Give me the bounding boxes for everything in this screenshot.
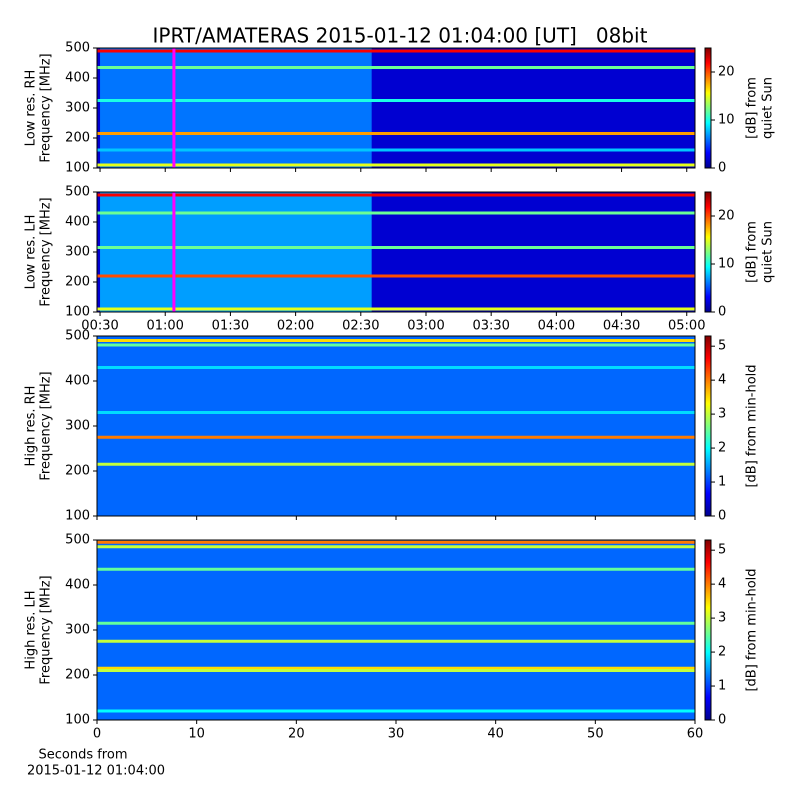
- x-tick-label: 30: [388, 727, 405, 742]
- colorbar-tick-label: 2: [718, 645, 726, 660]
- colorbar-tick-label: 0: [718, 161, 726, 176]
- x-tick-label: 20: [288, 727, 305, 742]
- colorbar-label: quiet Sun: [761, 77, 776, 139]
- colorbar-tick-label: 4: [718, 577, 726, 592]
- y-axis-label: Frequency [MHz]: [39, 53, 54, 162]
- colorbar-tick-label: 0: [718, 509, 726, 524]
- x-tick-label: 40: [487, 727, 504, 742]
- chart-title: IPRT/AMATERAS 2015-01-12 01:04:00 [UT] 0…: [153, 24, 648, 48]
- colorbar: [704, 191, 712, 313]
- y-axis-label: Low res. RH: [24, 70, 39, 147]
- x-axis-label: 2015-01-12 01:04:00: [27, 764, 165, 779]
- x-tick-label: 50: [587, 727, 604, 742]
- y-tick-label: 400: [65, 215, 90, 230]
- colorbar-tick-label: 2: [718, 441, 726, 456]
- x-tick-label: 01:30: [212, 319, 249, 334]
- colorbar-label: [dB] from: [745, 77, 760, 139]
- x-tick-label: 60: [687, 727, 704, 742]
- y-tick-label: 200: [65, 464, 90, 479]
- y-axis-label: Frequency [MHz]: [39, 371, 54, 480]
- colorbar: [704, 47, 712, 169]
- x-tick-label: 02:00: [277, 319, 314, 334]
- colorbar-label: quiet Sun: [761, 221, 776, 283]
- x-tick-label: 00:30: [81, 319, 118, 334]
- y-tick-label: 100: [65, 161, 90, 176]
- y-axis-label: Frequency [MHz]: [39, 197, 54, 306]
- colorbar-tick-label: 10: [718, 257, 735, 272]
- colorbar-tick-label: 20: [718, 209, 735, 224]
- y-axis-label: Low res. LH: [24, 215, 39, 290]
- colorbar-tick-label: 0: [718, 713, 726, 728]
- y-tick-label: 200: [65, 668, 90, 683]
- y-tick-label: 400: [65, 71, 90, 86]
- x-tick-label: 0: [93, 727, 101, 742]
- colorbar: [704, 335, 712, 517]
- colorbar-tick-label: 20: [718, 65, 735, 80]
- colorbar-tick-label: 3: [718, 407, 726, 422]
- x-tick-label: 04:30: [603, 319, 640, 334]
- y-tick-label: 100: [65, 509, 90, 524]
- y-tick-label: 400: [65, 578, 90, 593]
- heatmap-background: [97, 336, 695, 516]
- y-tick-label: 100: [65, 305, 90, 320]
- x-tick-label: 05:00: [668, 319, 705, 334]
- y-tick-label: 500: [65, 533, 90, 548]
- colorbar-label: [dB] from: [745, 221, 760, 283]
- y-tick-label: 100: [65, 713, 90, 728]
- y-tick-label: 300: [65, 419, 90, 434]
- colorbar-tick-label: 1: [718, 475, 726, 490]
- active-region: [100, 192, 372, 312]
- y-tick-label: 400: [65, 374, 90, 389]
- colorbar-tick-label: 3: [718, 611, 726, 626]
- colorbar-tick-label: 10: [718, 113, 735, 128]
- colorbar-tick-label: 0: [718, 305, 726, 320]
- x-tick-label: 02:30: [342, 319, 379, 334]
- x-tick-label: 10: [188, 727, 205, 742]
- x-tick-label: 01:00: [146, 319, 183, 334]
- heatmap-background: [97, 540, 695, 720]
- y-tick-label: 300: [65, 623, 90, 638]
- y-tick-label: 500: [65, 185, 90, 200]
- x-tick-label: 03:00: [407, 319, 444, 334]
- y-tick-label: 300: [65, 245, 90, 260]
- colorbar: [704, 539, 712, 721]
- colorbar-label: [dB] from min-hold: [745, 364, 760, 487]
- colorbar-label: [dB] from min-hold: [745, 568, 760, 691]
- y-axis-label: High res. LH: [24, 590, 39, 669]
- colorbar-tick-label: 5: [718, 543, 726, 558]
- y-axis-label: Frequency [MHz]: [39, 575, 54, 684]
- y-axis-label: High res. RH: [24, 386, 39, 467]
- colorbar-tick-label: 5: [718, 339, 726, 354]
- y-tick-label: 300: [65, 101, 90, 116]
- colorbar-tick-label: 1: [718, 679, 726, 694]
- y-tick-label: 500: [65, 41, 90, 56]
- y-tick-label: 200: [65, 131, 90, 146]
- colorbar-tick-label: 4: [718, 373, 726, 388]
- x-axis-label: Seconds from: [38, 748, 127, 763]
- y-tick-label: 200: [65, 275, 90, 290]
- y-tick-label: 500: [65, 329, 90, 344]
- x-tick-label: 03:30: [472, 319, 509, 334]
- x-tick-label: 04:00: [538, 319, 575, 334]
